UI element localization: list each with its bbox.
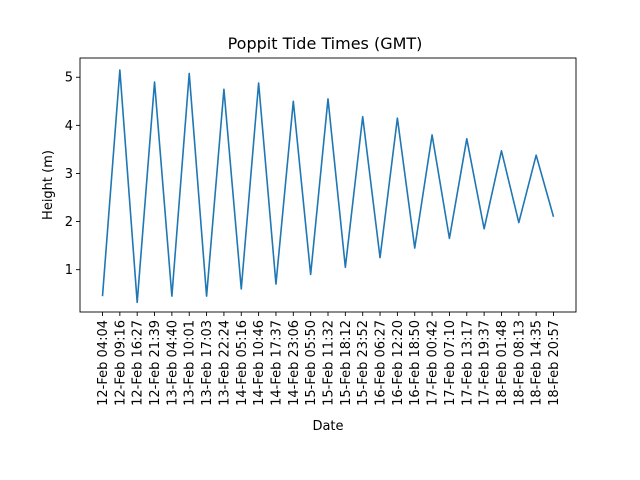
x-tick-label: 18-Feb 14:35 xyxy=(530,320,545,406)
y-axis-label: Height (m) xyxy=(41,150,56,220)
x-tick-label: 13-Feb 17:03 xyxy=(200,320,215,406)
x-tick-label: 17-Feb 13:17 xyxy=(460,320,475,406)
x-tick-label: 18-Feb 20:57 xyxy=(547,320,562,406)
series-line xyxy=(101,69,555,304)
x-tick-label: 14-Feb 05:16 xyxy=(235,320,250,406)
x-tick-label: 18-Feb 01:48 xyxy=(495,320,510,406)
plot-frame xyxy=(79,57,577,313)
x-tick-label: 14-Feb 17:37 xyxy=(269,320,284,406)
y-tick-label: 1 xyxy=(65,263,73,278)
y-tick-label: 2 xyxy=(65,215,73,230)
x-tick-label: 16-Feb 12:20 xyxy=(391,320,406,406)
x-tick-label: 13-Feb 04:40 xyxy=(165,320,180,406)
x-tick-label: 17-Feb 00:42 xyxy=(426,320,441,406)
x-tick-label: 16-Feb 18:50 xyxy=(408,320,423,406)
x-tick-label: 17-Feb 07:10 xyxy=(443,320,458,406)
x-tick-label: 16-Feb 06:27 xyxy=(374,320,389,406)
x-tick-label: 14-Feb 10:46 xyxy=(252,320,267,406)
x-tick-label: 17-Feb 19:37 xyxy=(478,320,493,406)
y-tick-label: 4 xyxy=(65,119,73,134)
x-tick-label: 13-Feb 10:01 xyxy=(183,320,198,406)
x-tick-label: 18-Feb 08:13 xyxy=(512,320,527,406)
x-axis-label: Date xyxy=(312,419,343,434)
y-tick-label: 3 xyxy=(65,167,73,182)
x-tick-label: 12-Feb 16:27 xyxy=(131,320,146,406)
x-tick-label: 14-Feb 23:06 xyxy=(287,320,302,406)
y-tick-label: 5 xyxy=(65,71,73,86)
x-tick-label: 15-Feb 18:12 xyxy=(339,320,354,406)
x-tick-label: 15-Feb 05:50 xyxy=(304,320,319,406)
x-tick-label: 15-Feb 11:32 xyxy=(322,320,337,406)
x-tick-label: 13-Feb 22:24 xyxy=(217,320,232,406)
plot-area: 1 2 3 4 5 12-Feb 04:04 12-Feb 09:16 12-Feb 16:2… xyxy=(65,57,577,406)
x-tick-label: 12-Feb 21:39 xyxy=(148,320,163,406)
x-tick-label: 15-Feb 23:52 xyxy=(356,320,371,406)
x-tick-label: 12-Feb 09:16 xyxy=(113,320,128,406)
x-tick-label: 12-Feb 04:04 xyxy=(96,320,111,406)
chart-title: Poppit Tide Times (GMT) xyxy=(228,34,423,53)
